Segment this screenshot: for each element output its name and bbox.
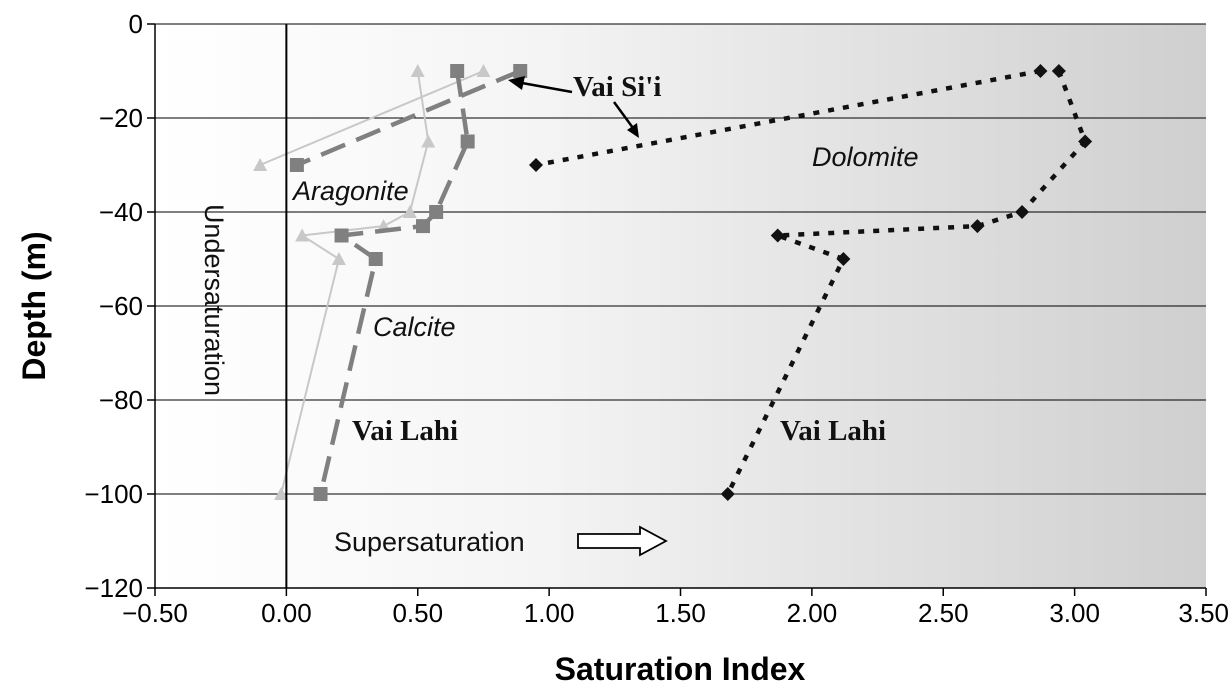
y-ticks: 0 −20 −40 −60 −80 −100 −120 xyxy=(84,9,155,603)
line-calcite-vai-sii xyxy=(296,68,522,168)
x-tick-label: 1.50 xyxy=(655,598,706,628)
point-aragonite xyxy=(476,64,491,77)
series-calcite xyxy=(289,64,528,501)
x-tick-label: −0.50 xyxy=(122,598,188,628)
point-dolomite xyxy=(836,252,851,266)
y-axis-title: Depth (m) xyxy=(16,231,52,380)
label-aragonite: Aragonite xyxy=(291,176,409,206)
point-calcite xyxy=(450,64,465,78)
point-dolomite xyxy=(1033,64,1048,78)
vai-sii-pointer-arrow-icon xyxy=(508,76,639,138)
supersaturation-arrow-icon xyxy=(577,525,668,557)
point-calcite xyxy=(289,158,304,172)
point-calcite xyxy=(368,252,383,266)
point-calcite xyxy=(429,205,444,219)
y-tick-label: −80 xyxy=(99,385,143,415)
point-aragonite xyxy=(421,134,436,148)
point-aragonite xyxy=(295,228,310,242)
x-tick-label: 1.00 xyxy=(524,598,575,628)
y-tick-label: −60 xyxy=(99,291,143,321)
point-aragonite xyxy=(331,252,346,265)
point-calcite xyxy=(313,487,328,501)
point-dolomite xyxy=(970,219,985,234)
label-vai-lahi-left: Vai Lahi xyxy=(352,415,458,447)
x-tick-label: 2.00 xyxy=(787,598,838,628)
point-dolomite xyxy=(1078,134,1093,149)
point-aragonite xyxy=(253,158,268,171)
series-dolomite xyxy=(528,64,1093,501)
y-tick-label: −40 xyxy=(99,197,143,227)
x-tick-label: 0.50 xyxy=(392,598,443,628)
x-tick-label: 0.00 xyxy=(261,598,312,628)
x-tick-label: 3.50 xyxy=(1178,598,1229,628)
series-aragonite xyxy=(253,64,491,500)
series-layer xyxy=(253,64,1093,501)
y-tick-label: −120 xyxy=(84,573,143,603)
point-dolomite xyxy=(528,158,543,172)
line-aragonite-vai-sii xyxy=(259,70,484,166)
y-tick-label: 0 xyxy=(129,9,143,39)
point-calcite xyxy=(513,64,528,78)
x-axis-title: Saturation Index xyxy=(555,651,806,687)
point-aragonite xyxy=(410,64,425,77)
point-calcite xyxy=(416,219,431,234)
y-tick-label: −20 xyxy=(99,103,143,133)
label-undersaturation: Undersaturation xyxy=(199,204,229,396)
horizontal-grid xyxy=(155,117,1206,495)
x-ticks: −0.50 0.00 0.50 1.00 1.50 2.00 2.50 3.00 3.50 xyxy=(122,588,1229,628)
label-vai-sii: Vai Si'i xyxy=(573,71,661,103)
point-calcite xyxy=(460,134,475,149)
label-supersaturation: Supersaturation xyxy=(334,527,525,557)
y-tick-label: −100 xyxy=(84,479,143,509)
x-tick-label: 2.50 xyxy=(918,598,969,628)
label-calcite: Calcite xyxy=(373,312,456,342)
point-calcite xyxy=(334,228,349,243)
label-vai-lahi-right: Vai Lahi xyxy=(780,415,886,447)
label-dolomite: Dolomite xyxy=(812,142,919,172)
line-dolomite-vai-sii xyxy=(535,68,1041,168)
point-aragonite xyxy=(402,205,417,218)
x-tick-label: 3.00 xyxy=(1049,598,1100,628)
point-dolomite xyxy=(720,487,735,501)
point-dolomite xyxy=(1051,64,1066,78)
point-dolomite xyxy=(770,228,785,243)
point-dolomite xyxy=(1015,205,1030,219)
point-aragonite xyxy=(274,487,289,500)
